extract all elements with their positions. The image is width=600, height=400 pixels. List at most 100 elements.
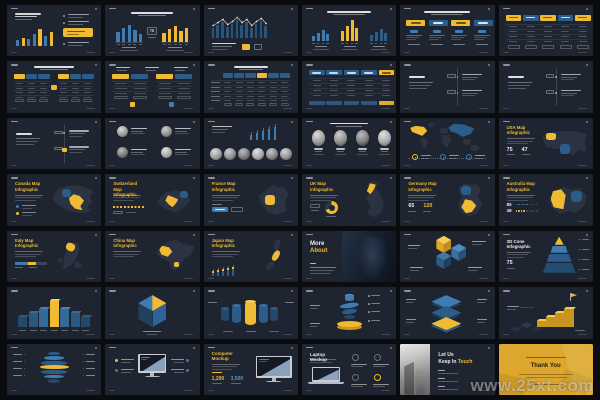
slide-25-italy-map[interactable]: Italy Map Infographic xyxy=(7,230,102,283)
slide-9-table-6col[interactable] xyxy=(203,61,298,113)
slide-2-bar-compare[interactable]: 75 xyxy=(105,5,200,57)
stat-value: 1,200 xyxy=(211,375,225,382)
slide-footer-right xyxy=(577,277,587,279)
text-line xyxy=(246,86,254,88)
slide-13-timeline-3[interactable] xyxy=(7,117,102,170)
slide-38-monitor-features[interactable] xyxy=(105,343,200,395)
text-line xyxy=(409,76,426,79)
slide-12-timeline-2[interactable] xyxy=(498,61,593,113)
flag-pole xyxy=(570,293,571,302)
slide-31-bars-3d[interactable] xyxy=(7,287,102,339)
text-line xyxy=(509,26,518,27)
map-asia xyxy=(448,123,475,137)
table-header xyxy=(38,74,50,79)
slide-22-uk-map[interactable]: UK Map Infographic xyxy=(302,174,397,226)
slide-10-table-5col[interactable] xyxy=(302,61,397,113)
slide-28-more-about[interactable]: More About xyxy=(302,230,397,283)
text-line xyxy=(526,31,535,32)
text-line xyxy=(408,43,421,45)
text-line xyxy=(175,152,188,153)
slide-7-dual-tables[interactable] xyxy=(7,61,102,113)
text-line xyxy=(131,148,148,151)
slide-footer-right xyxy=(86,277,95,279)
slide-logo xyxy=(11,64,18,66)
slide-41-contact[interactable]: Let Us Keep In Touch xyxy=(400,343,495,395)
slide-logo xyxy=(109,290,117,292)
text-line xyxy=(211,253,238,255)
text-line xyxy=(162,43,166,45)
slide-24-australia-map[interactable]: Australia Map Infographic 85 48 xyxy=(498,174,593,226)
slide-26-china-map[interactable]: China Map Infographic xyxy=(105,230,200,283)
text-line xyxy=(359,151,366,153)
text-line xyxy=(116,66,131,69)
text-line xyxy=(210,82,220,83)
slide-40-laptop-mockup[interactable]: Laptop Mockup xyxy=(302,343,397,395)
slide-30-cone-3d[interactable]: 3D Cone Infographic 75 xyxy=(498,230,593,283)
text-line xyxy=(235,100,243,101)
text-line xyxy=(311,209,319,211)
slide-logo xyxy=(11,233,18,236)
slide-15-team-chart[interactable] xyxy=(203,117,298,170)
text-line xyxy=(15,253,41,255)
slide-19-canada-map[interactable]: Canada Map Infographic xyxy=(7,174,102,226)
timeline-line xyxy=(555,68,557,107)
slide-1-bar-chart[interactable] xyxy=(7,5,102,57)
text-line xyxy=(168,47,183,48)
slide-4-grouped-bars[interactable] xyxy=(302,5,397,57)
slide-footer-left xyxy=(207,164,214,166)
slide-17-world-map[interactable] xyxy=(400,117,495,170)
slide-logo xyxy=(502,177,510,179)
slide-footer-left xyxy=(109,277,116,279)
text-line xyxy=(314,148,323,150)
slide-20-switzerland-map[interactable]: Switzerland Map Infographic xyxy=(105,174,200,226)
slide-37-sphere-3d[interactable] xyxy=(7,343,102,395)
slide-34-discs-3d[interactable] xyxy=(302,287,397,339)
stat-value: 65 xyxy=(408,203,415,210)
slide-36-stairs-3d[interactable] xyxy=(498,287,593,339)
timeline-badge xyxy=(447,90,456,94)
text-line xyxy=(60,83,67,84)
trend-line xyxy=(212,16,267,27)
slide-42-thank-you[interactable]: Thank You xyxy=(498,343,593,395)
slide-18-usa-map[interactable]: USA Map Infographic 75 47 xyxy=(498,117,593,170)
text-line xyxy=(462,89,483,92)
slide-logo xyxy=(502,290,510,292)
text-line xyxy=(40,330,47,332)
table-footer-button xyxy=(378,100,395,106)
slide-11-timeline-1[interactable] xyxy=(400,61,495,113)
slide-23-germany-map[interactable]: Germany Map Infographic 65 120 xyxy=(400,174,495,226)
legend-dot-yellow xyxy=(16,211,19,215)
shape xyxy=(115,42,144,43)
slide-menu-icon xyxy=(192,177,195,180)
slide-39-computer-mockup[interactable]: Computer Mockup 1,200 3,500 xyxy=(203,343,298,395)
bar xyxy=(221,22,224,38)
slide-6-pricing-table[interactable] xyxy=(498,5,593,57)
slide-footer-right xyxy=(282,277,292,279)
slide-8-dual-tables-markers[interactable] xyxy=(105,61,200,113)
slide-35-layers-3d[interactable] xyxy=(400,287,495,339)
avatar xyxy=(223,147,236,160)
bullet-blue xyxy=(115,368,119,372)
text-line xyxy=(525,356,566,358)
table-header xyxy=(112,74,130,79)
slide-33-cylinders-3d[interactable] xyxy=(203,287,298,339)
text-line xyxy=(358,148,367,150)
slide-14-team-grid[interactable] xyxy=(105,117,200,170)
text-line xyxy=(16,92,23,93)
disc xyxy=(344,315,355,320)
bar xyxy=(133,30,137,42)
slide-21-france-map[interactable]: France Map Infographic xyxy=(203,174,298,226)
text-line xyxy=(561,26,570,27)
slide-16-team-portraits[interactable] xyxy=(302,117,397,170)
slide-29-cubes-3d[interactable] xyxy=(400,230,495,283)
slide-footer-right xyxy=(282,390,292,392)
monitor-stand xyxy=(150,372,155,376)
slide-32-cube-cluster-3d[interactable] xyxy=(105,287,200,339)
slide-3-line-chart[interactable] xyxy=(203,5,298,57)
text-line xyxy=(381,151,388,153)
slide-27-japan-map[interactable]: Japan Map Infographic xyxy=(203,230,298,283)
slide-logo xyxy=(306,346,313,348)
text-line xyxy=(518,373,573,375)
slide-5-option-buttons[interactable] xyxy=(400,5,495,57)
text-line xyxy=(506,197,533,199)
